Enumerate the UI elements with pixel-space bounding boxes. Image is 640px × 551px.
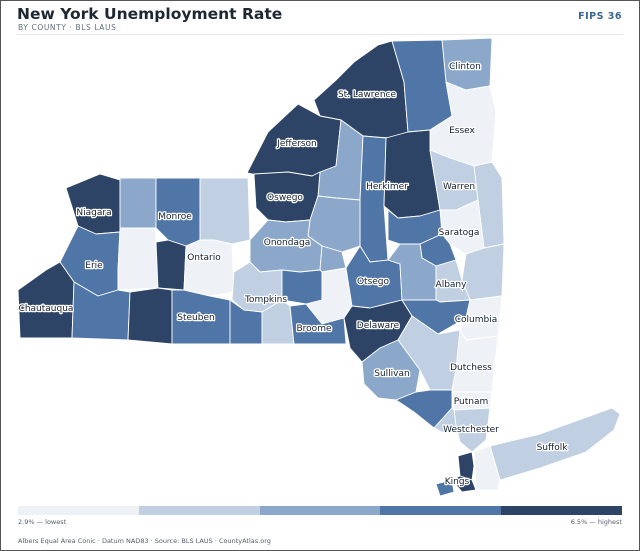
county-richmond[interactable] (435, 479, 455, 497)
label-albany: Albany (436, 280, 468, 290)
label-essex: Essex (449, 126, 475, 136)
label-saratoga: Saratoga (439, 228, 480, 238)
label-steuben: Steuben (177, 313, 214, 323)
label-niagara: Niagara (76, 208, 111, 218)
legend-high-label: 6.5% — highest (570, 518, 622, 526)
county-allegany[interactable] (127, 287, 173, 345)
label-tompkins: Tompkins (244, 295, 287, 305)
county-nassau[interactable] (473, 445, 501, 491)
label-erie: Erie (85, 261, 103, 271)
label-monroe: Monroe (158, 212, 192, 222)
label-kings: Kings (445, 477, 470, 487)
legend-swatch (18, 506, 139, 515)
map-credit: Albers Equal Area Conic · Datum NAD83 · … (18, 537, 271, 545)
label-chautauqua: Chautauqua (19, 304, 74, 314)
legend-swatch (259, 506, 381, 515)
legend-swatch (138, 506, 260, 515)
legend-low-label: 2.9% — lowest (18, 518, 67, 526)
fips-badge: FIPS 36 (578, 11, 622, 22)
label-columbia: Columbia (455, 315, 498, 325)
county-genesee[interactable] (117, 227, 159, 291)
county-niagara[interactable] (65, 173, 121, 235)
county-livingston[interactable] (155, 239, 187, 291)
label-clinton: Clinton (449, 62, 481, 72)
county-orleans[interactable] (119, 177, 157, 229)
county-dutchess[interactable] (451, 329, 499, 393)
label-otsego: Otsego (357, 277, 390, 287)
county-chautauqua[interactable] (17, 261, 75, 339)
county-cortland[interactable] (281, 269, 323, 305)
county-ontario[interactable] (183, 239, 235, 297)
label-dutchess: Dutchess (450, 363, 492, 373)
label-warren: Warren (443, 182, 475, 192)
county-labels: St. Lawrence Clinton Essex Jefferson Her… (17, 61, 569, 489)
legend-color-scale (18, 506, 622, 515)
county-suffolk[interactable] (489, 407, 621, 481)
legend-swatch (380, 506, 502, 515)
label-sullivan: Sullivan (374, 369, 409, 379)
label-ontario: Ontario (187, 253, 221, 263)
label-delaware: Delaware (357, 321, 400, 331)
county-kings[interactable] (451, 475, 477, 493)
label-suffolk: Suffolk (537, 443, 569, 453)
label-westchester: Westchester (443, 425, 499, 435)
county-rockland[interactable] (433, 407, 457, 435)
label-oswego: Oswego (267, 193, 303, 203)
header-divider (17, 34, 623, 35)
county-queens[interactable] (457, 451, 475, 481)
map-subtitle: BY COUNTY · BLS LAUS (18, 23, 117, 32)
label-st-lawrence: St. Lawrence (338, 90, 397, 100)
county-orange[interactable] (395, 389, 453, 429)
label-broome: Broome (297, 324, 332, 334)
county-wayne[interactable] (199, 177, 251, 245)
label-herkimer: Herkimer (366, 182, 408, 192)
label-putnam: Putnam (454, 397, 489, 407)
label-jefferson: Jefferson (276, 139, 317, 149)
legend-swatch (501, 506, 622, 515)
label-onondaga: Onondaga (264, 238, 310, 248)
map-title: New York Unemployment Rate (17, 5, 283, 23)
